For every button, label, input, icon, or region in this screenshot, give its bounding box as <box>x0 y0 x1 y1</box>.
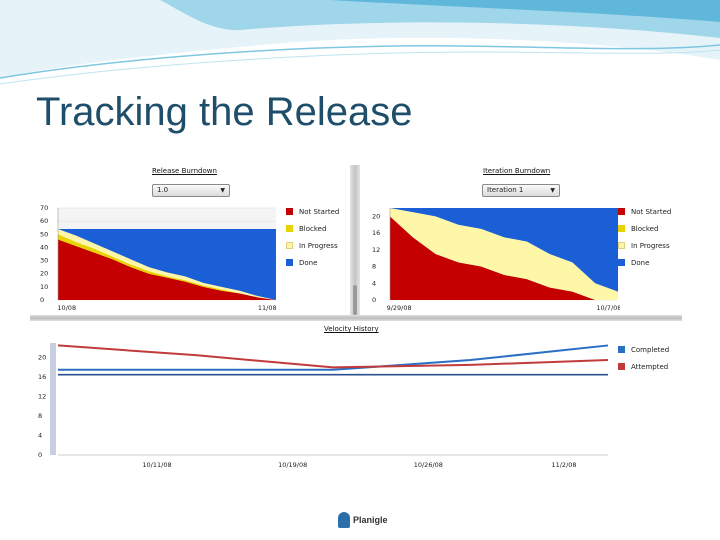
line-attempted <box>57 344 609 369</box>
legend-swatch <box>618 346 625 353</box>
legend-swatch <box>286 259 293 266</box>
velocity-legend-completed: Completed <box>618 346 669 354</box>
area-not-started <box>390 216 618 300</box>
y-tick-label: 20 <box>40 270 48 278</box>
x-tick-label: 9/29/08 <box>387 304 412 312</box>
splitter-handle[interactable] <box>353 285 357 315</box>
y-tick-label: 30 <box>40 257 48 265</box>
legend-swatch <box>618 259 625 266</box>
x-tick-label: 10/11/08 <box>142 461 171 469</box>
y-tick-label: 20 <box>38 354 46 362</box>
x-tick-label: 10/08 <box>57 304 76 312</box>
iteration-select[interactable]: Iteration 1 ▼ <box>482 184 560 197</box>
y-tick-label: 8 <box>372 263 376 271</box>
y-tick-label: 60 <box>40 217 48 225</box>
area-in-progress <box>390 208 618 300</box>
y-tick-label: 8 <box>38 412 42 420</box>
slide-title: Tracking the Release <box>36 90 413 134</box>
iteration-burndown-chart: 0 4 8 12 16 20 9/29/08 10/7/08 <box>372 208 620 312</box>
y-tick-label: 12 <box>372 246 380 254</box>
velocity-history-title: Velocity History <box>324 325 379 333</box>
y-tick-label: 4 <box>38 432 42 440</box>
x-tick-label: 11/2/08 <box>551 461 576 469</box>
x-tick-label: 11/08 <box>258 304 277 312</box>
vertical-splitter[interactable] <box>350 165 360 315</box>
plot-area <box>58 343 608 455</box>
release-burndown-chart: 0 10 20 30 40 50 60 70 10/08 11/08 <box>40 204 277 312</box>
velocity-history-chart: 0 4 8 12 16 20 10/11/08 10/19/08 10/26/08 11/2/08 <box>38 343 609 469</box>
legend-swatch <box>286 208 293 215</box>
y-tick-label: 4 <box>372 279 376 287</box>
iteration-legend-in-progress: In Progress <box>618 242 670 250</box>
y-tick-label: 0 <box>40 296 44 304</box>
velocity-legend-attempted: Attempted <box>618 363 668 371</box>
y-tick-label: 40 <box>40 243 48 251</box>
y-tick-label: 16 <box>38 373 46 381</box>
x-tick-label: 10/7/08 <box>596 304 620 312</box>
release-legend-blocked: Blocked <box>286 225 326 233</box>
iteration-legend-not-started: Not Started <box>618 208 671 216</box>
iteration-legend-done: Done <box>618 259 649 267</box>
x-tick-label: 10/26/08 <box>414 461 443 469</box>
release-legend-done: Done <box>286 259 317 267</box>
dashboard-screenshot: Release Burndown 1.0 ▼ 0 10 20 30 40 50 60 70 10… <box>30 165 682 475</box>
x-tick-label: 10/19/08 <box>278 461 307 469</box>
iteration-burndown-title: Iteration Burndown <box>483 167 551 175</box>
y-tick-label: 0 <box>38 451 42 459</box>
horizontal-splitter[interactable] <box>30 315 682 321</box>
legend-swatch <box>286 225 293 232</box>
legend-swatch <box>286 242 293 249</box>
chevron-down-icon: ▼ <box>220 187 225 194</box>
y-tick-label: 10 <box>40 283 48 291</box>
iteration-legend-blocked: Blocked <box>618 225 658 233</box>
release-legend-in-progress: In Progress <box>286 242 338 250</box>
chevron-down-icon: ▼ <box>550 187 555 194</box>
planigle-logo-icon <box>338 511 350 528</box>
legend-swatch <box>618 225 625 232</box>
legend-swatch <box>618 242 625 249</box>
area-done <box>58 229 276 300</box>
y-tick-label: 16 <box>372 229 380 237</box>
planigle-logo: Planigle <box>338 509 388 528</box>
area-not-started <box>58 239 276 300</box>
release-burndown-title: Release Burndown <box>152 167 217 175</box>
y-tick-label: 0 <box>372 296 376 304</box>
y-tick-label: 12 <box>38 393 46 401</box>
header-wave-decoration <box>0 0 720 85</box>
y-tick-label: 50 <box>40 230 48 238</box>
legend-swatch <box>618 363 625 370</box>
area-done <box>390 208 618 292</box>
line-completed <box>58 344 609 371</box>
release-select[interactable]: 1.0 ▼ <box>152 184 230 197</box>
release-select-value: 1.0 <box>157 186 169 194</box>
y-tick-label: 20 <box>372 212 380 220</box>
y-scroll-track <box>50 343 56 455</box>
release-legend-not-started: Not Started <box>286 208 339 216</box>
iteration-select-value: Iteration 1 <box>487 186 524 194</box>
legend-swatch <box>618 208 625 215</box>
y-tick-label: 70 <box>40 204 48 212</box>
